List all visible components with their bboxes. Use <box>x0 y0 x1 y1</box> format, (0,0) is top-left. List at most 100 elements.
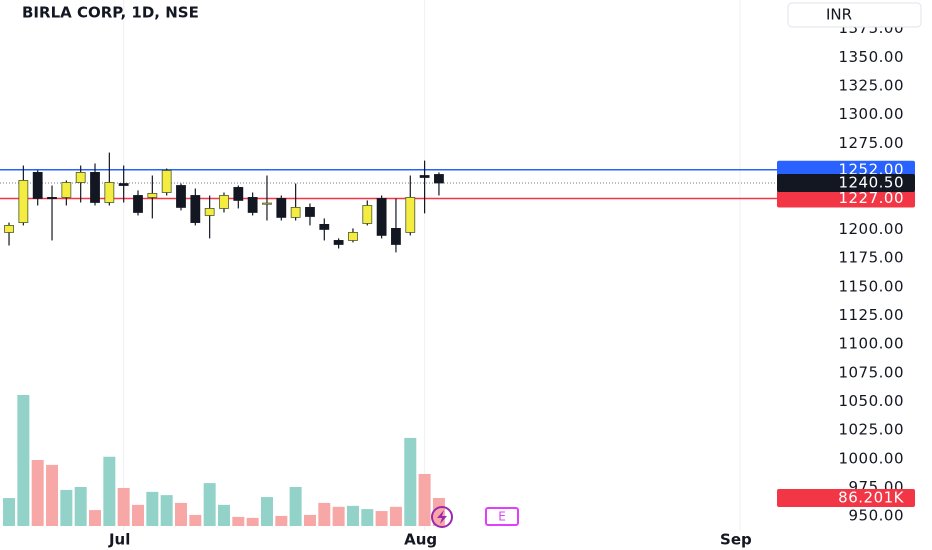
candle-body <box>147 193 158 198</box>
volume-bar <box>17 395 30 526</box>
volume-bar <box>174 502 187 526</box>
y-tick-label: 1350.00 <box>838 48 904 66</box>
earnings-badge[interactable] <box>485 507 519 526</box>
x-tick-label: Aug <box>404 531 437 549</box>
candle-body <box>32 172 43 199</box>
axis-background <box>778 28 932 550</box>
y-tick-label: 1075.00 <box>838 363 904 381</box>
y-tick-label: 1175.00 <box>838 249 904 267</box>
lightning-icon[interactable] <box>431 506 453 528</box>
price-lines <box>0 169 932 200</box>
price-tag <box>777 173 915 192</box>
candle-body <box>333 240 344 245</box>
volume-bar <box>217 504 230 526</box>
currency-box[interactable] <box>787 2 922 28</box>
volume-bar <box>246 517 259 526</box>
volume-bar <box>418 473 431 526</box>
volume-bar <box>60 489 73 526</box>
x-tick-label: Sep <box>720 531 752 549</box>
candle-body <box>18 180 29 223</box>
y-tick-label: 1300.00 <box>838 105 904 123</box>
chart-title: BIRLA CORP, 1D, NSE <box>22 4 199 22</box>
candles-layer <box>4 152 444 253</box>
volume-bar <box>132 504 145 526</box>
price-tag-label: 1227.00 <box>838 189 904 207</box>
y-tick-label: 1200.00 <box>838 220 904 238</box>
volume-bar <box>318 502 331 526</box>
candle-body <box>190 195 201 223</box>
y-tick-label: 1325.00 <box>838 77 904 95</box>
candle-body <box>319 223 330 230</box>
candle-body <box>376 198 387 236</box>
y-tick-label: 1025.00 <box>838 421 904 439</box>
volume-bar <box>260 497 273 526</box>
y-tick-label: 1050.00 <box>838 392 904 410</box>
candle-body <box>204 208 215 216</box>
volume-bar <box>74 486 87 526</box>
candle-body <box>4 225 14 233</box>
volume-bar <box>3 498 16 526</box>
price-tag-label: 1240.50 <box>838 173 904 191</box>
volume-bar <box>375 511 388 526</box>
volume-bar <box>189 514 202 526</box>
y-tick-label: 1275.00 <box>838 134 904 152</box>
candle-body <box>133 195 143 213</box>
candle-body <box>290 207 301 218</box>
volume-bar <box>117 487 130 526</box>
y-tick-label: 1000.00 <box>838 449 904 467</box>
volume-bar <box>389 506 402 526</box>
lightning-glyph <box>437 510 447 524</box>
currency: INR <box>826 6 852 24</box>
volume-bar <box>332 506 345 526</box>
candle-body <box>61 182 72 198</box>
candle-body <box>305 207 315 217</box>
volume-bar <box>404 437 417 526</box>
price-axis: 950.00975.001000.001025.001050.001075.00… <box>777 19 932 550</box>
candle-body <box>90 172 100 203</box>
candle-body <box>118 183 129 186</box>
candle-body <box>47 197 57 200</box>
volume-bar <box>275 515 288 526</box>
volume-bar <box>289 486 302 526</box>
volume-layer <box>3 395 445 526</box>
volume-bar <box>232 516 245 526</box>
volume-bar <box>103 456 116 526</box>
y-tick-label: 1150.00 <box>838 277 904 295</box>
volume-bar <box>346 505 359 526</box>
candle-body <box>219 195 229 209</box>
volume-bar <box>160 495 173 526</box>
price-tag <box>777 488 915 507</box>
candle-body <box>247 197 258 213</box>
volume-bar <box>89 510 102 526</box>
candle-body <box>419 175 430 178</box>
price-tag-label: 86.201K <box>838 488 904 506</box>
candle-body <box>405 197 416 233</box>
candle-body <box>276 198 287 218</box>
candle-body <box>233 187 244 201</box>
y-tick-label: 950.00 <box>849 507 905 525</box>
volume-bar <box>31 460 44 526</box>
price-tag <box>777 189 915 208</box>
volume-bar <box>146 491 159 526</box>
x-tick-label: Jul <box>108 531 130 549</box>
candle-body <box>362 205 373 224</box>
y-tick-label: 1100.00 <box>838 335 904 353</box>
volume-bar <box>361 509 374 526</box>
y-tick-label: 1125.00 <box>838 306 904 324</box>
price-tag-label: 1252.00 <box>838 160 904 178</box>
candle-body <box>391 228 401 245</box>
candle-body <box>434 174 444 184</box>
badge-text: E <box>498 510 506 524</box>
candle-body <box>262 202 272 205</box>
candle-body <box>348 232 358 241</box>
grid <box>123 0 741 530</box>
candle-body <box>75 172 86 183</box>
volume-bar <box>46 464 59 526</box>
candle-body <box>161 170 172 193</box>
candle-body <box>176 185 186 208</box>
candle-body <box>104 182 115 203</box>
volume-bar <box>303 514 316 526</box>
volume-bar <box>203 483 216 526</box>
